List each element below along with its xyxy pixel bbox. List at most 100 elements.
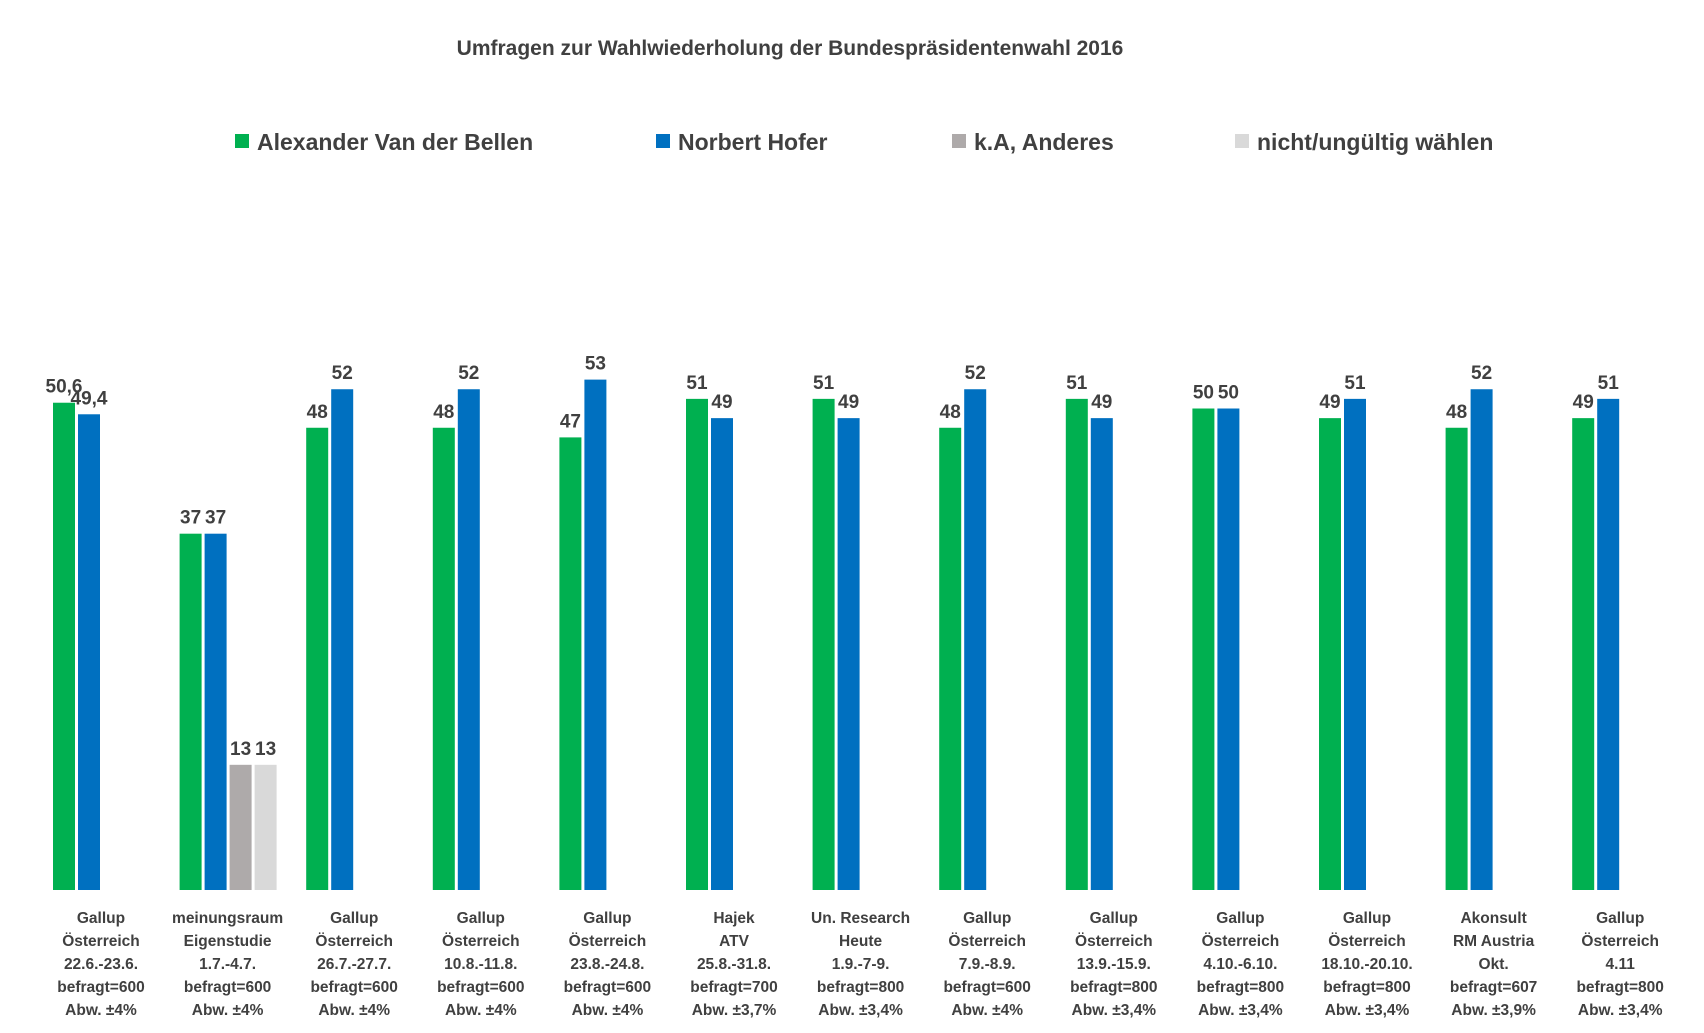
value-label-1-1: 37: [205, 508, 226, 529]
value-label-5-1: 49: [711, 392, 732, 413]
category-label-line: Eigenstudie: [184, 933, 272, 950]
category-label-line: 18.10.-20.10.: [1321, 956, 1412, 973]
category-label-line: ATV: [719, 933, 750, 950]
category-label-line: Österreich: [315, 933, 393, 950]
bar-8-0: [1065, 398, 1088, 890]
bar-9-0: [1192, 408, 1215, 890]
bar-4-1: [584, 379, 607, 890]
bar-6-0: [812, 398, 835, 890]
value-label-4-0: 47: [560, 411, 581, 432]
category-label-line: Abw. ±3,4%: [1072, 1002, 1157, 1019]
bar-3-0: [432, 427, 455, 890]
category-label-line: Gallup: [963, 910, 1011, 927]
category-label-line: Österreich: [1581, 933, 1659, 950]
value-label-2-0: 48: [307, 402, 328, 423]
category-label-line: Abw. ±3,7%: [692, 1002, 777, 1019]
bar-10-1: [1344, 398, 1366, 890]
category-label-line: Akonsult: [1460, 910, 1526, 927]
category-label-line: befragt=600: [943, 979, 1030, 996]
category-label-line: 22.6.-23.6.: [64, 956, 138, 973]
value-label-6-0: 51: [813, 373, 835, 394]
value-label-6-1: 49: [838, 392, 859, 413]
category-label-line: Gallup: [1343, 910, 1391, 927]
bars-group: [53, 379, 1620, 890]
category-label-line: Okt.: [1479, 956, 1509, 973]
category-label-11: Akonsult RM Austria Okt. befragt=607 Abw. ±3…: [1450, 910, 1537, 1019]
bar-11-1: [1470, 389, 1493, 890]
value-label-0-0: 50,6: [46, 377, 83, 398]
bar-2-1: [331, 389, 354, 890]
category-label-line: Österreich: [442, 933, 520, 950]
category-label-line: 25.8.-31.8.: [697, 956, 771, 973]
category-label-line: befragt=700: [690, 979, 777, 996]
category-label-line: RM Austria: [1453, 933, 1535, 950]
legend-swatch-2: [952, 134, 966, 148]
value-label-11-0: 48: [1446, 402, 1467, 423]
bar-4-0: [559, 437, 582, 890]
bar-12-0: [1572, 418, 1595, 890]
bar-1-2: [229, 764, 252, 890]
category-label-6: Un. Research Heute 1.9.-7-9. befragt=800 Abw…: [811, 910, 910, 1019]
bar-1-0: [179, 533, 202, 890]
bar-11-0: [1445, 427, 1468, 890]
category-label-line: Österreich: [948, 933, 1026, 950]
bar-1-1: [204, 533, 227, 890]
bar-7-0: [939, 427, 962, 890]
value-label-10-0: 49: [1319, 392, 1340, 413]
bar-12-1: [1597, 398, 1620, 890]
value-label-1-3: 13: [255, 739, 276, 760]
category-label-line: Gallup: [583, 910, 631, 927]
value-label-2-1: 52: [332, 363, 353, 384]
category-label-line: befragt=800: [1070, 979, 1157, 996]
category-labels-group: Gallup Österreich 22.6.-23.6. befragt=600 Ab…: [57, 910, 1664, 1019]
category-label-line: Abw. ±3,4%: [1325, 1002, 1410, 1019]
category-label-line: Gallup: [330, 910, 378, 927]
category-label-line: Österreich: [569, 933, 647, 950]
category-label-10: Gallup Österreich 18.10.-20.10. befragt=800…: [1321, 910, 1412, 1019]
category-label-line: Österreich: [1328, 933, 1406, 950]
bar-1-3: [254, 764, 277, 890]
category-label-line: 26.7.-27.7.: [317, 956, 391, 973]
bar-9-1: [1217, 408, 1240, 890]
category-label-line: befragt=800: [817, 979, 904, 996]
category-label-line: 4.10.-6.10.: [1203, 956, 1277, 973]
category-label-line: Abw. ±3,4%: [1578, 1002, 1663, 1019]
category-label-line: Gallup: [77, 910, 125, 927]
value-label-12-1: 51: [1598, 373, 1620, 394]
category-label-line: befragt=600: [564, 979, 651, 996]
category-label-line: Heute: [839, 933, 882, 950]
bar-6-1: [837, 418, 860, 890]
bar-8-1: [1090, 418, 1113, 890]
value-label-1-0: 37: [180, 508, 201, 529]
legend-label-1: Norbert Hofer: [678, 129, 828, 155]
category-label-line: befragt=600: [437, 979, 524, 996]
category-label-0: Gallup Österreich 22.6.-23.6. befragt=600 Ab…: [57, 910, 144, 1019]
category-label-line: 23.8.-24.8.: [570, 956, 644, 973]
legend-swatch-1: [656, 134, 670, 148]
category-label-line: 1.7.-4.7.: [199, 956, 256, 973]
category-label-line: Gallup: [1596, 910, 1644, 927]
value-label-9-1: 50: [1218, 383, 1239, 404]
bar-7-1: [964, 389, 987, 890]
category-label-9: Gallup Österreich 4.10.-6.10. befragt=800 Ab…: [1197, 910, 1284, 1019]
value-label-1-2: 13: [230, 739, 251, 760]
category-label-line: 13.9.-15.9.: [1077, 956, 1151, 973]
value-label-4-1: 53: [585, 354, 606, 375]
category-label-line: befragt=600: [310, 979, 397, 996]
category-label-line: befragt=800: [1197, 979, 1284, 996]
value-label-7-1: 52: [965, 363, 986, 384]
legend-swatch-0: [235, 134, 249, 148]
category-label-line: 1.9.-7-9.: [832, 956, 890, 973]
chart-title: Umfragen zur Wahlwiederholung der Bundes…: [457, 37, 1124, 60]
category-label-line: Gallup: [457, 910, 505, 927]
bar-0-0: [53, 402, 75, 890]
category-label-line: befragt=800: [1323, 979, 1410, 996]
category-label-line: Abw. ±3,4%: [818, 1002, 903, 1019]
category-label-2: Gallup Österreich 26.7.-27.7. befragt=600 Ab…: [310, 910, 397, 1019]
category-label-8: Gallup Österreich 13.9.-15.9. befragt=800 Ab…: [1070, 910, 1157, 1019]
bar-5-0: [686, 398, 708, 890]
chart-legend: Alexander Van der Bellen Norbert Hofer k.A…: [235, 129, 1493, 155]
